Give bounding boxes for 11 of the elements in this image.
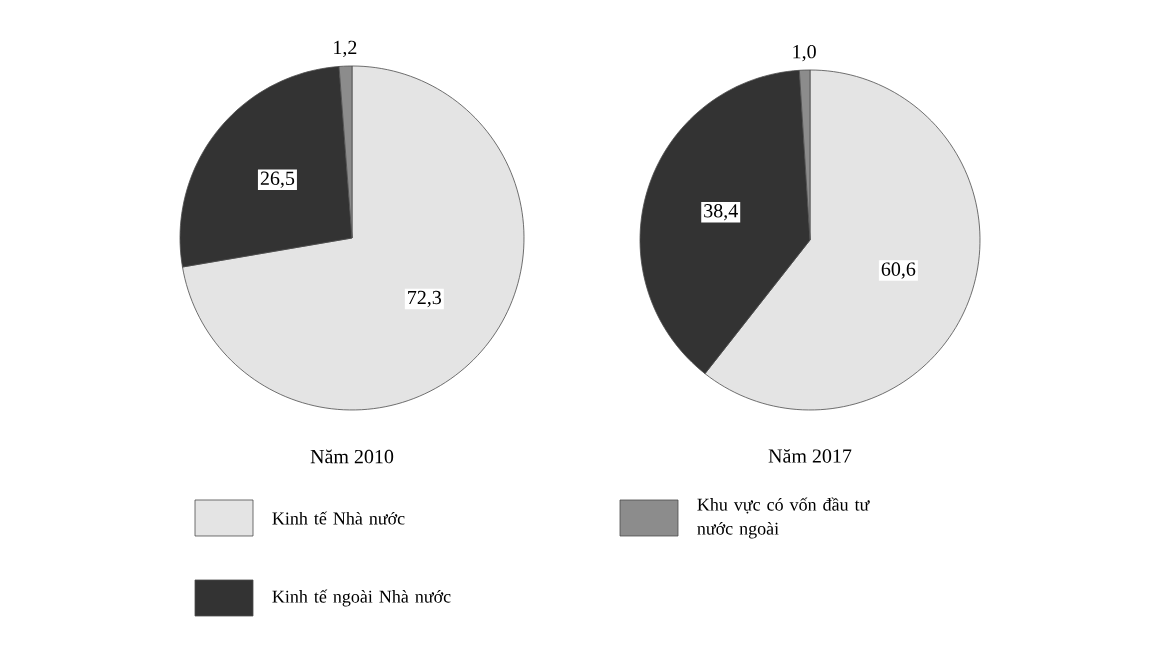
data-label: 72,3 [408, 290, 442, 308]
data-label: 26,5 [260, 171, 295, 188]
data-label: 1,0 [793, 44, 816, 62]
data-label: 1,2 [334, 40, 357, 58]
legend-label: Kinh tế ngoài Nhà nước [272, 589, 451, 607]
text: Năm 2017 [768, 448, 852, 463]
legend-label: Kinh tế Nhà nước [272, 511, 405, 525]
data-label: 60,6 [881, 262, 916, 279]
data-label: 38,4 [704, 204, 738, 221]
legend-label: Khu vực có vốn đầu tư nước ngoài [697, 497, 870, 539]
text: Năm 2010 [310, 449, 394, 464]
